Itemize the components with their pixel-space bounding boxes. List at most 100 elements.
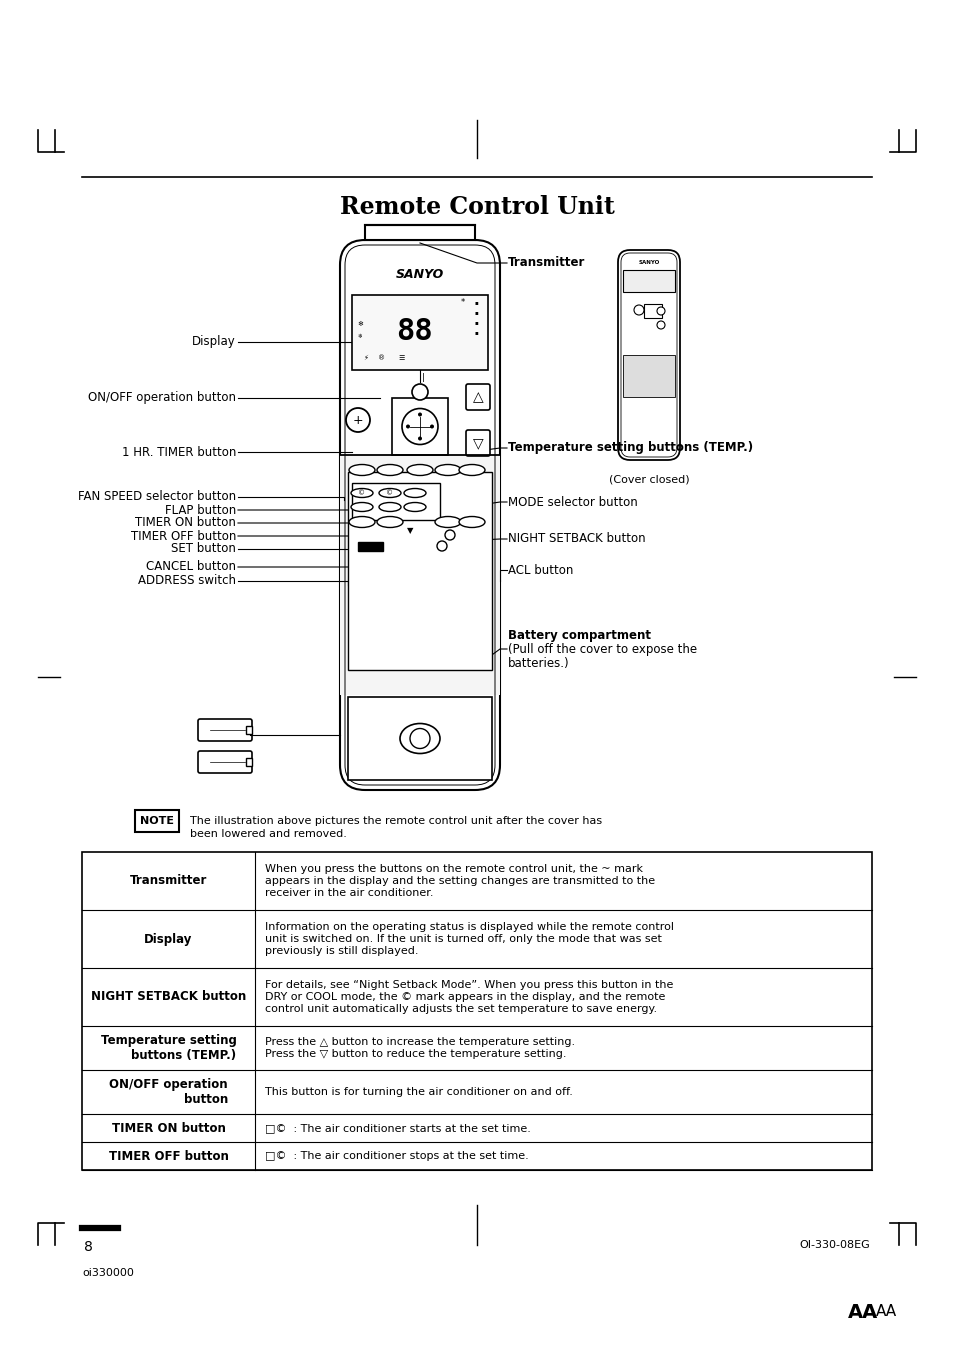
Circle shape [436,541,447,551]
Text: □©  : The air conditioner stops at the set time.: □© : The air conditioner stops at the se… [265,1151,528,1161]
Bar [357,543,382,551]
Circle shape [410,728,430,748]
Text: Transmitter: Transmitter [507,257,585,269]
Circle shape [406,425,410,429]
Text: ®: ® [378,354,385,361]
Bar [246,727,252,733]
Text: ⚡: ⚡ [363,354,368,361]
Circle shape [417,437,421,441]
FancyBboxPatch shape [618,250,679,460]
Text: ON/OFF operation
button: ON/OFF operation button [109,1078,228,1105]
Circle shape [430,425,434,429]
Text: Display: Display [193,336,235,349]
Bar [365,225,475,239]
Text: TIMER ON button: TIMER ON button [135,517,235,529]
Text: ❄: ❄ [357,334,362,338]
FancyBboxPatch shape [198,751,252,773]
Text: 88: 88 [396,317,433,345]
Text: NIGHT SETBACK button: NIGHT SETBACK button [507,533,645,545]
Circle shape [417,413,421,417]
Circle shape [444,530,455,540]
Circle shape [401,409,437,445]
Circle shape [657,321,664,329]
Text: FAN SPEED selector button: FAN SPEED selector button [78,491,235,503]
Text: ADDRESS switch: ADDRESS switch [138,575,235,587]
Text: ▽: ▽ [472,436,483,451]
Text: NOTE: NOTE [140,816,173,825]
Ellipse shape [378,488,400,498]
Text: For details, see “Night Setback Mode”. When you press this button in the
DRY or : For details, see “Night Setback Mode”. W… [265,981,673,1013]
Text: ❄: ❄ [356,321,362,326]
Ellipse shape [435,517,460,528]
Text: (Cover closed): (Cover closed) [608,475,689,484]
Bar [643,304,661,318]
Text: ▪: ▪ [474,300,477,306]
Text: been lowered and removed.: been lowered and removed. [190,829,347,839]
Ellipse shape [435,464,460,475]
Circle shape [412,384,428,400]
Ellipse shape [403,488,426,498]
Bar [352,295,488,369]
Ellipse shape [349,464,375,475]
Text: *: * [460,299,465,307]
Ellipse shape [378,502,400,511]
Text: TIMER OFF button: TIMER OFF button [109,1150,228,1162]
Text: Temperature setting buttons (TEMP.): Temperature setting buttons (TEMP.) [507,441,752,455]
Text: TIMER OFF button: TIMER OFF button [131,529,235,543]
Text: ▼: ▼ [406,526,413,536]
Text: ▪: ▪ [474,321,477,326]
Text: ▪: ▪ [474,330,477,336]
Text: The illustration above pictures the remote control unit after the cover has: The illustration above pictures the remo… [190,816,601,825]
Circle shape [657,307,664,315]
Text: FLAP button: FLAP button [165,503,235,517]
Text: NIGHT SETBACK button: NIGHT SETBACK button [91,990,246,1004]
Ellipse shape [376,464,402,475]
Text: batteries.): batteries.) [507,656,569,670]
Text: CANCEL button: CANCEL button [146,560,235,574]
Text: Battery compartment: Battery compartment [507,629,650,643]
Text: Information on the operating status is displayed while the remote control
unit i: Information on the operating status is d… [265,923,673,955]
Bar [622,271,675,292]
Bar [82,852,871,1170]
Text: Display: Display [144,932,193,946]
Bar [622,354,675,396]
Text: MODE selector button: MODE selector button [507,495,638,509]
Circle shape [634,304,643,315]
Text: ON/OFF operation button: ON/OFF operation button [88,391,235,405]
Bar [246,758,252,766]
Text: ©: © [358,490,365,497]
Bar [348,472,492,670]
Text: ▪: ▪ [474,310,477,315]
Ellipse shape [458,517,484,528]
Ellipse shape [376,517,402,528]
Text: OI-330-08EG: OI-330-08EG [799,1239,869,1250]
Text: When you press the buttons on the remote control unit, the ~ mark
appears in the: When you press the buttons on the remote… [265,865,655,897]
FancyBboxPatch shape [198,718,252,741]
Text: 1 HR. TIMER button: 1 HR. TIMER button [121,445,235,459]
Text: SET button: SET button [171,543,235,556]
Text: SANYO: SANYO [638,260,659,264]
Ellipse shape [351,502,373,511]
FancyBboxPatch shape [339,239,499,790]
Text: △: △ [472,390,483,405]
Text: □©  : The air conditioner starts at the set time.: □© : The air conditioner starts at the s… [265,1123,530,1132]
FancyBboxPatch shape [465,430,490,456]
Text: This button is for turning the air conditioner on and off.: This button is for turning the air condi… [265,1086,572,1097]
Text: Temperature setting
buttons (TEMP.): Temperature setting buttons (TEMP.) [100,1034,236,1062]
Text: oi330000: oi330000 [82,1268,133,1279]
Text: (Pull off the cover to expose the: (Pull off the cover to expose the [507,643,697,655]
Text: Remote Control Unit: Remote Control Unit [339,195,614,219]
Bar [352,483,439,520]
Ellipse shape [399,724,439,754]
Text: 8: 8 [84,1239,92,1254]
Ellipse shape [407,464,433,475]
Text: +: + [353,414,363,426]
Text: ©: © [386,490,394,497]
Ellipse shape [403,502,426,511]
Text: AA: AA [875,1304,896,1319]
Ellipse shape [349,517,375,528]
Ellipse shape [458,464,484,475]
Text: ☰: ☰ [398,354,405,361]
Text: |: | [421,373,424,383]
Bar [135,810,179,832]
